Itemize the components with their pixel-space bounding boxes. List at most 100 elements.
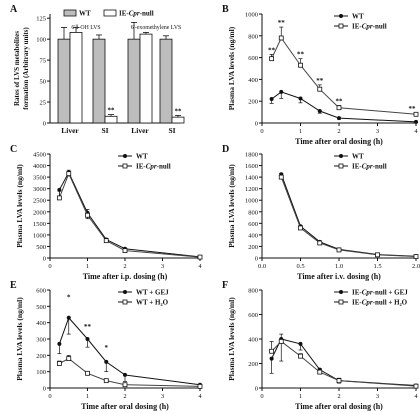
y-tick-label: 3000 (33, 186, 46, 193)
y-tick-label: 1400 (245, 175, 258, 182)
y-tick-label: 2000 (33, 209, 46, 216)
y-tick-label: 800 (248, 33, 258, 40)
y-tick-label: 1600 (245, 163, 258, 170)
legend-label: WT + GEJ (136, 289, 169, 297)
legend-label: WT + H₂O (136, 299, 169, 307)
y-tick-label: 200 (248, 361, 258, 368)
series-line (271, 36, 417, 115)
y-tick-label: 25 (40, 100, 47, 107)
significance-marker: ** (316, 77, 324, 85)
panel-letter: A (10, 4, 18, 15)
series-line (58, 171, 201, 258)
y-tick-label: 0 (255, 386, 258, 393)
x-axis-label: Time after i.v. dosing (h) (297, 272, 381, 281)
panel-letter: D (222, 144, 229, 155)
y-tick-label: 400 (248, 77, 258, 84)
series-line (280, 176, 417, 258)
data-point (269, 56, 275, 62)
x-tick-label: 2.0 (412, 263, 420, 270)
x-tick-label: 0.5 (296, 263, 304, 270)
data-point (413, 383, 419, 389)
data-point (298, 353, 303, 359)
panel-letter: C (10, 144, 17, 155)
x-tick-label: 0.0 (258, 263, 266, 270)
y-tick-label: 1800 (245, 152, 258, 159)
data-point (336, 378, 342, 384)
data-point (269, 97, 274, 102)
legend-swatch (103, 9, 117, 17)
y-tick-label: 100 (36, 37, 46, 44)
data-point (278, 35, 284, 41)
y-axis-label: Plasma LVA levels (ng/ml) (15, 164, 24, 248)
data-point (85, 370, 90, 376)
legend-label: IE-Cpr-null + GEJ (352, 289, 408, 297)
legend-marker (123, 154, 127, 158)
data-point (278, 174, 284, 180)
y-tick-label: 0 (43, 386, 46, 393)
legend-marker (338, 299, 344, 305)
x-tick-label: 3 (161, 393, 164, 400)
y-tick-label: 3500 (33, 175, 46, 182)
legend-label: IE-Cpr-null (119, 10, 154, 18)
significance-marker: ** (175, 107, 183, 115)
x-tick-label: 2 (123, 263, 126, 270)
y-axis-label: Plasma LVA levels (ng/ml) (227, 164, 236, 248)
x-tick-label: 4 (198, 393, 202, 400)
x-tick-label: 1 (86, 263, 89, 270)
bar (92, 38, 106, 124)
bar (159, 38, 173, 124)
data-point (197, 383, 203, 389)
data-point (298, 341, 303, 346)
data-point (337, 116, 341, 121)
data-point (317, 86, 323, 92)
data-point (66, 171, 72, 177)
legend-marker (122, 163, 128, 169)
y-tick-label: 50 (40, 79, 47, 86)
y-tick-label: 200 (36, 353, 46, 360)
y-axis-label: Plasma LVA levels (ng/ml) (227, 26, 236, 110)
x-tick-label: 0 (260, 393, 263, 400)
data-point (103, 378, 109, 384)
y-tick-label: 200 (248, 244, 258, 251)
significance-marker: * (105, 344, 109, 352)
legend-marker (122, 299, 128, 305)
series-line (58, 316, 201, 386)
data-point (123, 372, 127, 377)
series-line (271, 91, 417, 123)
y-tick-label: 600 (248, 312, 258, 319)
bar (69, 32, 83, 124)
group-label: 6′-exomethylene LVS (131, 25, 181, 31)
data-point (375, 252, 380, 258)
data-point (122, 248, 128, 254)
x-tick-label: 2 (337, 128, 340, 135)
y-tick-label: 2500 (33, 198, 46, 205)
x-axis-label: Time after i.p. dosing (h) (83, 272, 168, 281)
x-tick-label: 3 (376, 393, 379, 400)
y-tick-label: 4000 (33, 163, 46, 170)
category-label: Liver (61, 126, 79, 135)
x-axis-label: Time after oral dosing (h) (295, 402, 383, 411)
x-tick-label: 1 (299, 128, 302, 135)
legend-swatch (63, 9, 77, 17)
y-tick-label: 0 (43, 121, 46, 128)
significance-marker: ** (278, 19, 286, 27)
y-tick-label: 800 (248, 288, 258, 295)
legend-marker (339, 290, 343, 294)
y-tick-label: 125 (36, 16, 46, 23)
bar (171, 116, 185, 124)
series-line (58, 172, 201, 258)
panel-letter: B (222, 4, 229, 15)
legend-label: IE-Cpr-null (352, 23, 387, 31)
x-tick-label: 2 (123, 393, 126, 400)
y-tick-label: 1000 (245, 198, 258, 205)
data-point (122, 382, 128, 388)
data-point (269, 348, 275, 354)
bar (57, 38, 71, 124)
data-point (317, 240, 323, 246)
data-point (413, 111, 419, 117)
y-tick-label: 200 (248, 99, 258, 106)
y-tick-label: 800 (248, 209, 258, 216)
data-point (317, 109, 322, 114)
x-tick-label: 1 (299, 393, 302, 400)
bar (104, 115, 118, 124)
